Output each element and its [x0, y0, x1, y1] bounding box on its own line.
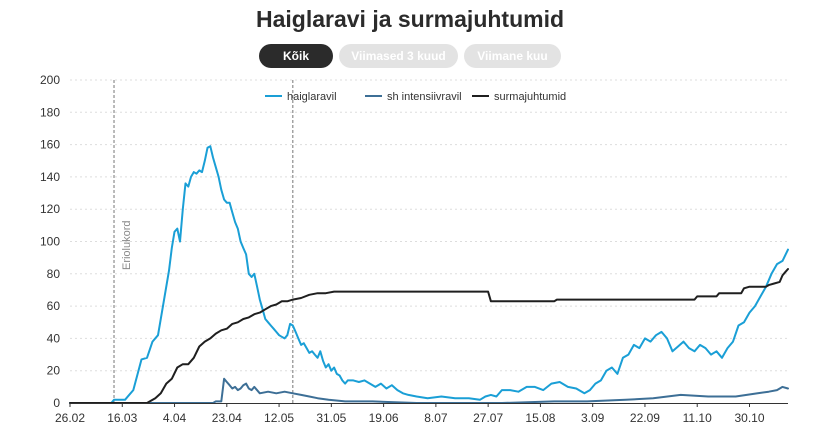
- x-tick-label: 23.04: [212, 411, 242, 425]
- range-tabs: Kõik Viimased 3 kuud Viimane kuu: [0, 44, 820, 68]
- series: [69, 145, 789, 404]
- tab-last-3-months[interactable]: Viimased 3 kuud: [339, 44, 458, 68]
- x-tick-label: 27.07: [473, 411, 503, 425]
- y-tick-label: 40: [47, 331, 61, 345]
- y-tick-label: 20: [47, 364, 61, 378]
- legend-label-surmajuhtumid: surmajuhtumid: [494, 91, 566, 103]
- x-tick-label: 11.10: [683, 411, 712, 425]
- y-tick-label: 160: [40, 138, 60, 152]
- legend-label-intensiivravil: sh intensiivravil: [387, 91, 462, 103]
- tab-all[interactable]: Kõik: [259, 44, 333, 68]
- annotations: Eriolukord: [113, 80, 294, 403]
- grid: [70, 79, 788, 372]
- tab-last-month[interactable]: Viimane kuu: [464, 44, 561, 68]
- x-tick-label: 30.10: [734, 411, 764, 425]
- x-tick-label: 12.05: [264, 411, 294, 425]
- y-tick-label: 60: [47, 299, 61, 313]
- x-tick-label: 3.09: [581, 411, 605, 425]
- y-tick-label: 180: [40, 105, 60, 119]
- x-tick-label: 19.06: [369, 411, 399, 425]
- x-tick-label: 15.08: [525, 411, 555, 425]
- page-title: Haiglaravi ja surmajuhtumid: [255, 6, 565, 32]
- x-tick-label: 22.09: [630, 411, 660, 425]
- y-tick-label: 140: [40, 170, 60, 184]
- series-line-surmajuhtumid: [69, 268, 789, 404]
- legend: haiglaravil sh intensiivravil surmajuhtu…: [265, 91, 566, 103]
- axes: 0 20 40 60 80 100 120 140 160 180 200 26.02 16.03 4.0…: [40, 73, 788, 425]
- y-tick-label: 100: [40, 235, 60, 249]
- x-tick-label: 26.02: [55, 411, 85, 425]
- y-tick-label: 0: [53, 396, 60, 410]
- x-tick-label: 31.05: [316, 411, 346, 425]
- y-tick-label: 200: [40, 73, 60, 87]
- annotation-label: Eriolukord: [121, 220, 133, 270]
- series-line-haiglaravil: [69, 145, 789, 404]
- x-tick-label: 4.04: [163, 411, 187, 425]
- series-line-intensiivravil: [69, 377, 789, 404]
- y-tick-label: 80: [47, 267, 61, 281]
- x-tick-label: 16.03: [107, 411, 137, 425]
- legend-label-haiglaravil: haiglaravil: [287, 91, 337, 103]
- x-tick-label: 8.07: [424, 411, 448, 425]
- y-tick-label: 120: [40, 202, 60, 216]
